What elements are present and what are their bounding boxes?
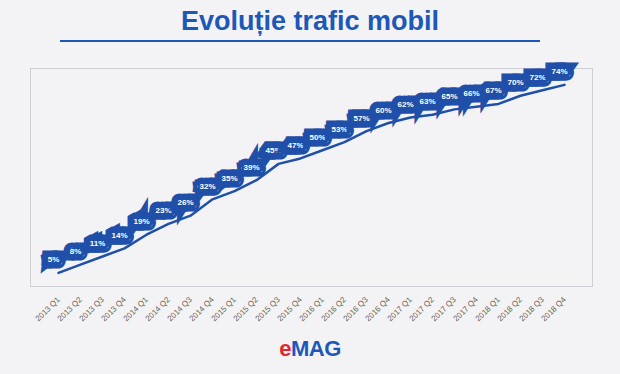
svg-text:2014 Q2: 2014 Q2	[143, 295, 172, 324]
svg-text:26%: 26%	[177, 198, 193, 207]
svg-text:2018 Q3: 2018 Q3	[517, 295, 546, 324]
svg-text:2017 Q1: 2017 Q1	[385, 295, 414, 324]
svg-text:5%: 5%	[48, 255, 60, 264]
svg-text:53%: 53%	[331, 125, 347, 134]
svg-text:2014 Q1: 2014 Q1	[121, 295, 150, 324]
svg-text:63%: 63%	[419, 97, 435, 106]
svg-text:32%: 32%	[199, 182, 215, 191]
svg-text:60%: 60%	[375, 106, 391, 115]
svg-text:35%: 35%	[221, 174, 237, 183]
svg-text:65%: 65%	[441, 92, 457, 101]
svg-text:2018 Q2: 2018 Q2	[495, 295, 524, 324]
svg-text:2015 Q3: 2015 Q3	[253, 295, 282, 324]
svg-text:2018 Q1: 2018 Q1	[473, 295, 502, 324]
svg-text:2017 Q3: 2017 Q3	[429, 295, 458, 324]
svg-text:2016 Q2: 2016 Q2	[319, 295, 348, 324]
svg-text:2016 Q4: 2016 Q4	[363, 295, 392, 324]
html-text:Evoluție trafic mobil: Evoluție trafic mobil	[181, 6, 439, 36]
svg-text:50%: 50%	[309, 133, 325, 142]
svg-text:2017 Q4: 2017 Q4	[451, 295, 480, 324]
svg-text:57%: 57%	[353, 114, 369, 123]
svg-text:14%: 14%	[111, 231, 127, 240]
svg-text:45%: 45%	[265, 146, 281, 155]
svg-text:62%: 62%	[397, 100, 413, 109]
svg-text:2013 Q4: 2013 Q4	[99, 295, 128, 324]
html-text:e MAG: e MAG	[279, 336, 341, 361]
svg-text:2015 Q2: 2015 Q2	[231, 295, 260, 324]
svg-text:2014 Q4: 2014 Q4	[187, 295, 216, 324]
svg-text:67%: 67%	[485, 86, 501, 95]
svg-text:47%: 47%	[287, 141, 303, 150]
svg-text:19%: 19%	[133, 217, 149, 226]
svg-text:2018 Q4: 2018 Q4	[540, 295, 568, 323]
svg-text:2014 Q3: 2014 Q3	[165, 295, 194, 324]
svg-text:2015 Q4: 2015 Q4	[275, 295, 304, 324]
svg-text:72%: 72%	[529, 73, 545, 82]
svg-text:2013 Q3: 2013 Q3	[77, 295, 106, 324]
svg-text:70%: 70%	[507, 78, 523, 87]
svg-text:39%: 39%	[243, 163, 259, 172]
svg-text:2013 Q1: 2013 Q1	[33, 295, 62, 324]
svg-text:2017 Q2: 2017 Q2	[407, 295, 436, 324]
svg-text:8%: 8%	[70, 247, 82, 256]
svg-text:2016 Q3: 2016 Q3	[341, 295, 370, 324]
svg-text:2015 Q1: 2015 Q1	[209, 295, 238, 324]
svg-text:66%: 66%	[463, 89, 479, 98]
svg-text:2013 Q2: 2013 Q2	[55, 295, 84, 324]
svg-text:2016 Q1: 2016 Q1	[297, 295, 326, 324]
svg-text:23%: 23%	[155, 206, 171, 215]
svg-text:74%: 74%	[551, 67, 567, 76]
svg-text:11%: 11%	[90, 239, 106, 248]
